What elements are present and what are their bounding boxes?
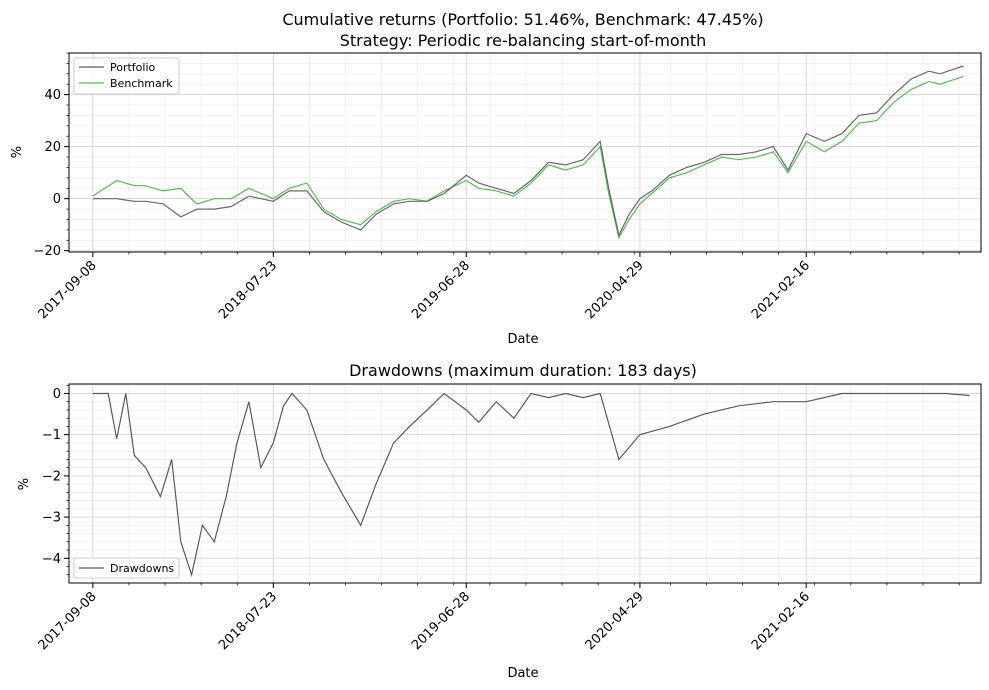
- chart1-subtitle: Strategy: Periodic re-balancing start-of…: [340, 31, 707, 50]
- series-line-benchmark: [92, 75, 964, 240]
- chart1-title: Cumulative returns (Portfolio: 51.46%, B…: [282, 10, 763, 29]
- chart2-legend: Drawdowns: [73, 557, 180, 579]
- y-tick-label: −2: [42, 469, 61, 484]
- chart1-grid: [69, 52, 981, 252]
- x-tick-label: 2018-07-23: [216, 589, 280, 653]
- x-tick-label: 2020-04-29: [583, 589, 647, 653]
- x-tick-label: 2017-09-08: [36, 589, 100, 653]
- series-line-portfolio: [92, 65, 964, 237]
- drawdowns-chart: Drawdowns (maximum duration: 183 days) 2…: [17, 361, 982, 681]
- y-tick-label: −4: [42, 552, 61, 567]
- x-tick-label: 2019-06-28: [409, 258, 473, 322]
- y-tick-label: 20: [44, 140, 61, 155]
- chart2-legend-box: [73, 557, 180, 579]
- chart2-ylabel: %: [17, 478, 32, 490]
- y-tick-label: −1: [42, 428, 61, 443]
- chart1-lines: [92, 65, 964, 240]
- series-line-drawdowns: [92, 392, 970, 578]
- chart2-lines: [92, 392, 970, 578]
- legend-label-benchmark: Benchmark: [110, 77, 173, 90]
- y-tick-label: 40: [44, 88, 61, 103]
- x-tick-label: 2021-02-16: [749, 589, 813, 653]
- chart2-xlabel: Date: [507, 666, 538, 681]
- y-tick-label: 0: [53, 192, 61, 207]
- chart1-frame: [68, 52, 982, 253]
- x-tick-label: 2019-06-28: [409, 589, 473, 653]
- chart2-title: Drawdowns (maximum duration: 183 days): [349, 361, 697, 380]
- x-tick-label: 2017-09-08: [36, 258, 100, 322]
- y-tick-label: −20: [34, 244, 61, 259]
- chart2-ticks: 2017-09-08 2018-07-23 2019-06-28 2020-04-29…: [36, 384, 960, 653]
- chart2-grid: [69, 384, 981, 583]
- chart2-frame: [68, 383, 982, 584]
- x-tick-label: 2021-02-16: [749, 258, 813, 322]
- chart1-ylabel: %: [10, 146, 25, 158]
- x-tick-label: 2020-04-29: [583, 258, 647, 322]
- cumulative-returns-chart: Cumulative returns (Portfolio: 51.46%, B…: [10, 10, 982, 347]
- x-tick-label: 2018-07-23: [216, 258, 280, 322]
- y-tick-label: 0: [53, 387, 61, 402]
- legend-label-portfolio: Portfolio: [110, 61, 156, 74]
- chart1-xlabel: Date: [507, 332, 538, 347]
- chart1-legend: Portfolio Benchmark: [73, 57, 180, 95]
- legend-label-drawdowns: Drawdowns: [110, 562, 174, 575]
- y-tick-label: −3: [42, 511, 61, 526]
